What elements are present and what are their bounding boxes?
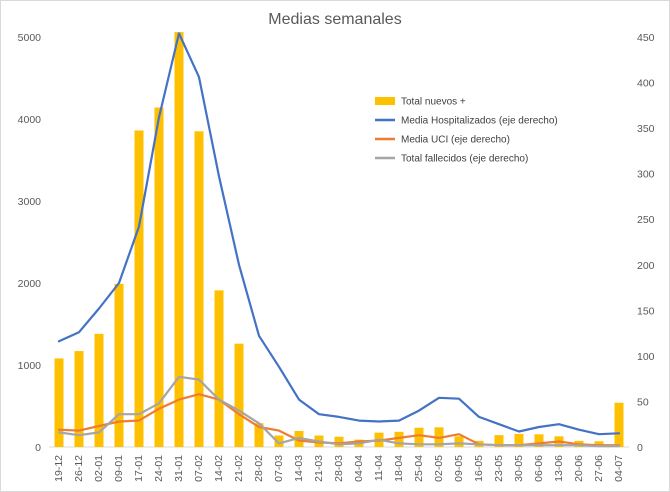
legend-label: Total nuevos + — [401, 97, 466, 108]
y-left-tick-label: 1000 — [18, 360, 42, 372]
bar — [414, 427, 424, 447]
x-tick-label: 19-12 — [53, 455, 65, 482]
legend-label: Media Hospitalizados (eje derecho) — [401, 116, 558, 127]
y-right-tick-label: 150 — [637, 305, 655, 317]
bar — [214, 290, 224, 447]
y-right-tick-label: 400 — [637, 78, 655, 90]
y-right-tick-label: 0 — [637, 442, 643, 454]
x-tick-label: 31-01 — [173, 455, 185, 482]
x-tick-label: 21-02 — [233, 455, 245, 482]
x-tick-label: 11-04 — [373, 455, 385, 481]
y-right-tick-label: 450 — [637, 32, 655, 44]
bar — [494, 435, 504, 447]
bar — [74, 351, 84, 447]
x-tick-label: 04-07 — [613, 455, 625, 482]
x-tick-label: 28-02 — [253, 455, 265, 482]
x-tick-label: 07-03 — [273, 455, 285, 482]
bar — [514, 433, 524, 447]
legend-swatch — [375, 97, 395, 105]
legend-label: Media UCI (eje derecho) — [401, 135, 510, 146]
bar — [234, 343, 244, 447]
bar — [134, 130, 144, 448]
bar — [534, 434, 544, 447]
x-tick-label: 14-03 — [293, 455, 305, 482]
y-right-tick-label: 250 — [637, 214, 655, 226]
bar — [454, 436, 464, 447]
y-right-tick-label: 100 — [637, 351, 655, 363]
y-right-tick-label: 300 — [637, 169, 655, 181]
bar — [394, 431, 404, 447]
x-tick-label: 28-03 — [333, 455, 345, 482]
y-left-tick-label: 0 — [35, 442, 41, 454]
bar — [174, 32, 184, 447]
bar — [194, 131, 204, 448]
bar — [614, 402, 624, 447]
x-tick-label: 24-01 — [153, 455, 165, 482]
y-right-tick-label: 200 — [637, 260, 655, 272]
y-left-tick-label: 2000 — [18, 278, 42, 290]
x-tick-label: 30-05 — [513, 455, 525, 482]
bar — [334, 436, 344, 447]
x-tick-label: 13-06 — [553, 455, 565, 482]
x-tick-label: 20-06 — [573, 455, 585, 482]
chart-title: Medias semanales — [268, 11, 402, 28]
x-tick-label: 23-05 — [493, 455, 505, 482]
bar — [154, 107, 164, 448]
x-tick-label: 14-02 — [213, 455, 225, 482]
x-tick-label: 07-02 — [193, 455, 205, 482]
series-line — [57, 32, 621, 436]
x-tick-label: 09-05 — [453, 455, 465, 482]
x-tick-label: 17-01 — [133, 455, 145, 482]
x-tick-label: 06-06 — [533, 455, 545, 482]
x-tick-label: 27-06 — [593, 455, 605, 482]
y-right-tick-label: 50 — [637, 396, 649, 408]
x-tick-label: 02-01 — [93, 455, 105, 482]
bar — [254, 423, 264, 447]
bar — [94, 333, 104, 447]
bar — [274, 435, 284, 447]
x-tick-label: 02-05 — [433, 455, 445, 482]
legend-label: Total fallecidos (eje derecho) — [401, 154, 528, 165]
y-left-tick-label: 3000 — [18, 196, 42, 208]
bar — [54, 358, 64, 447]
series-line — [57, 375, 621, 448]
y-left-tick-label: 5000 — [18, 32, 42, 44]
x-tick-label: 04-04 — [353, 455, 365, 482]
x-tick-label: 21-03 — [313, 455, 325, 482]
y-right-tick-label: 350 — [637, 123, 655, 135]
x-tick-label: 18-04 — [393, 455, 405, 482]
x-tick-label: 16-05 — [473, 455, 485, 482]
x-tick-label: 25-04 — [413, 455, 425, 482]
y-left-tick-label: 4000 — [18, 114, 42, 126]
x-tick-label: 09-01 — [113, 455, 125, 482]
x-tick-label: 26-12 — [73, 455, 85, 482]
bar — [114, 283, 124, 447]
